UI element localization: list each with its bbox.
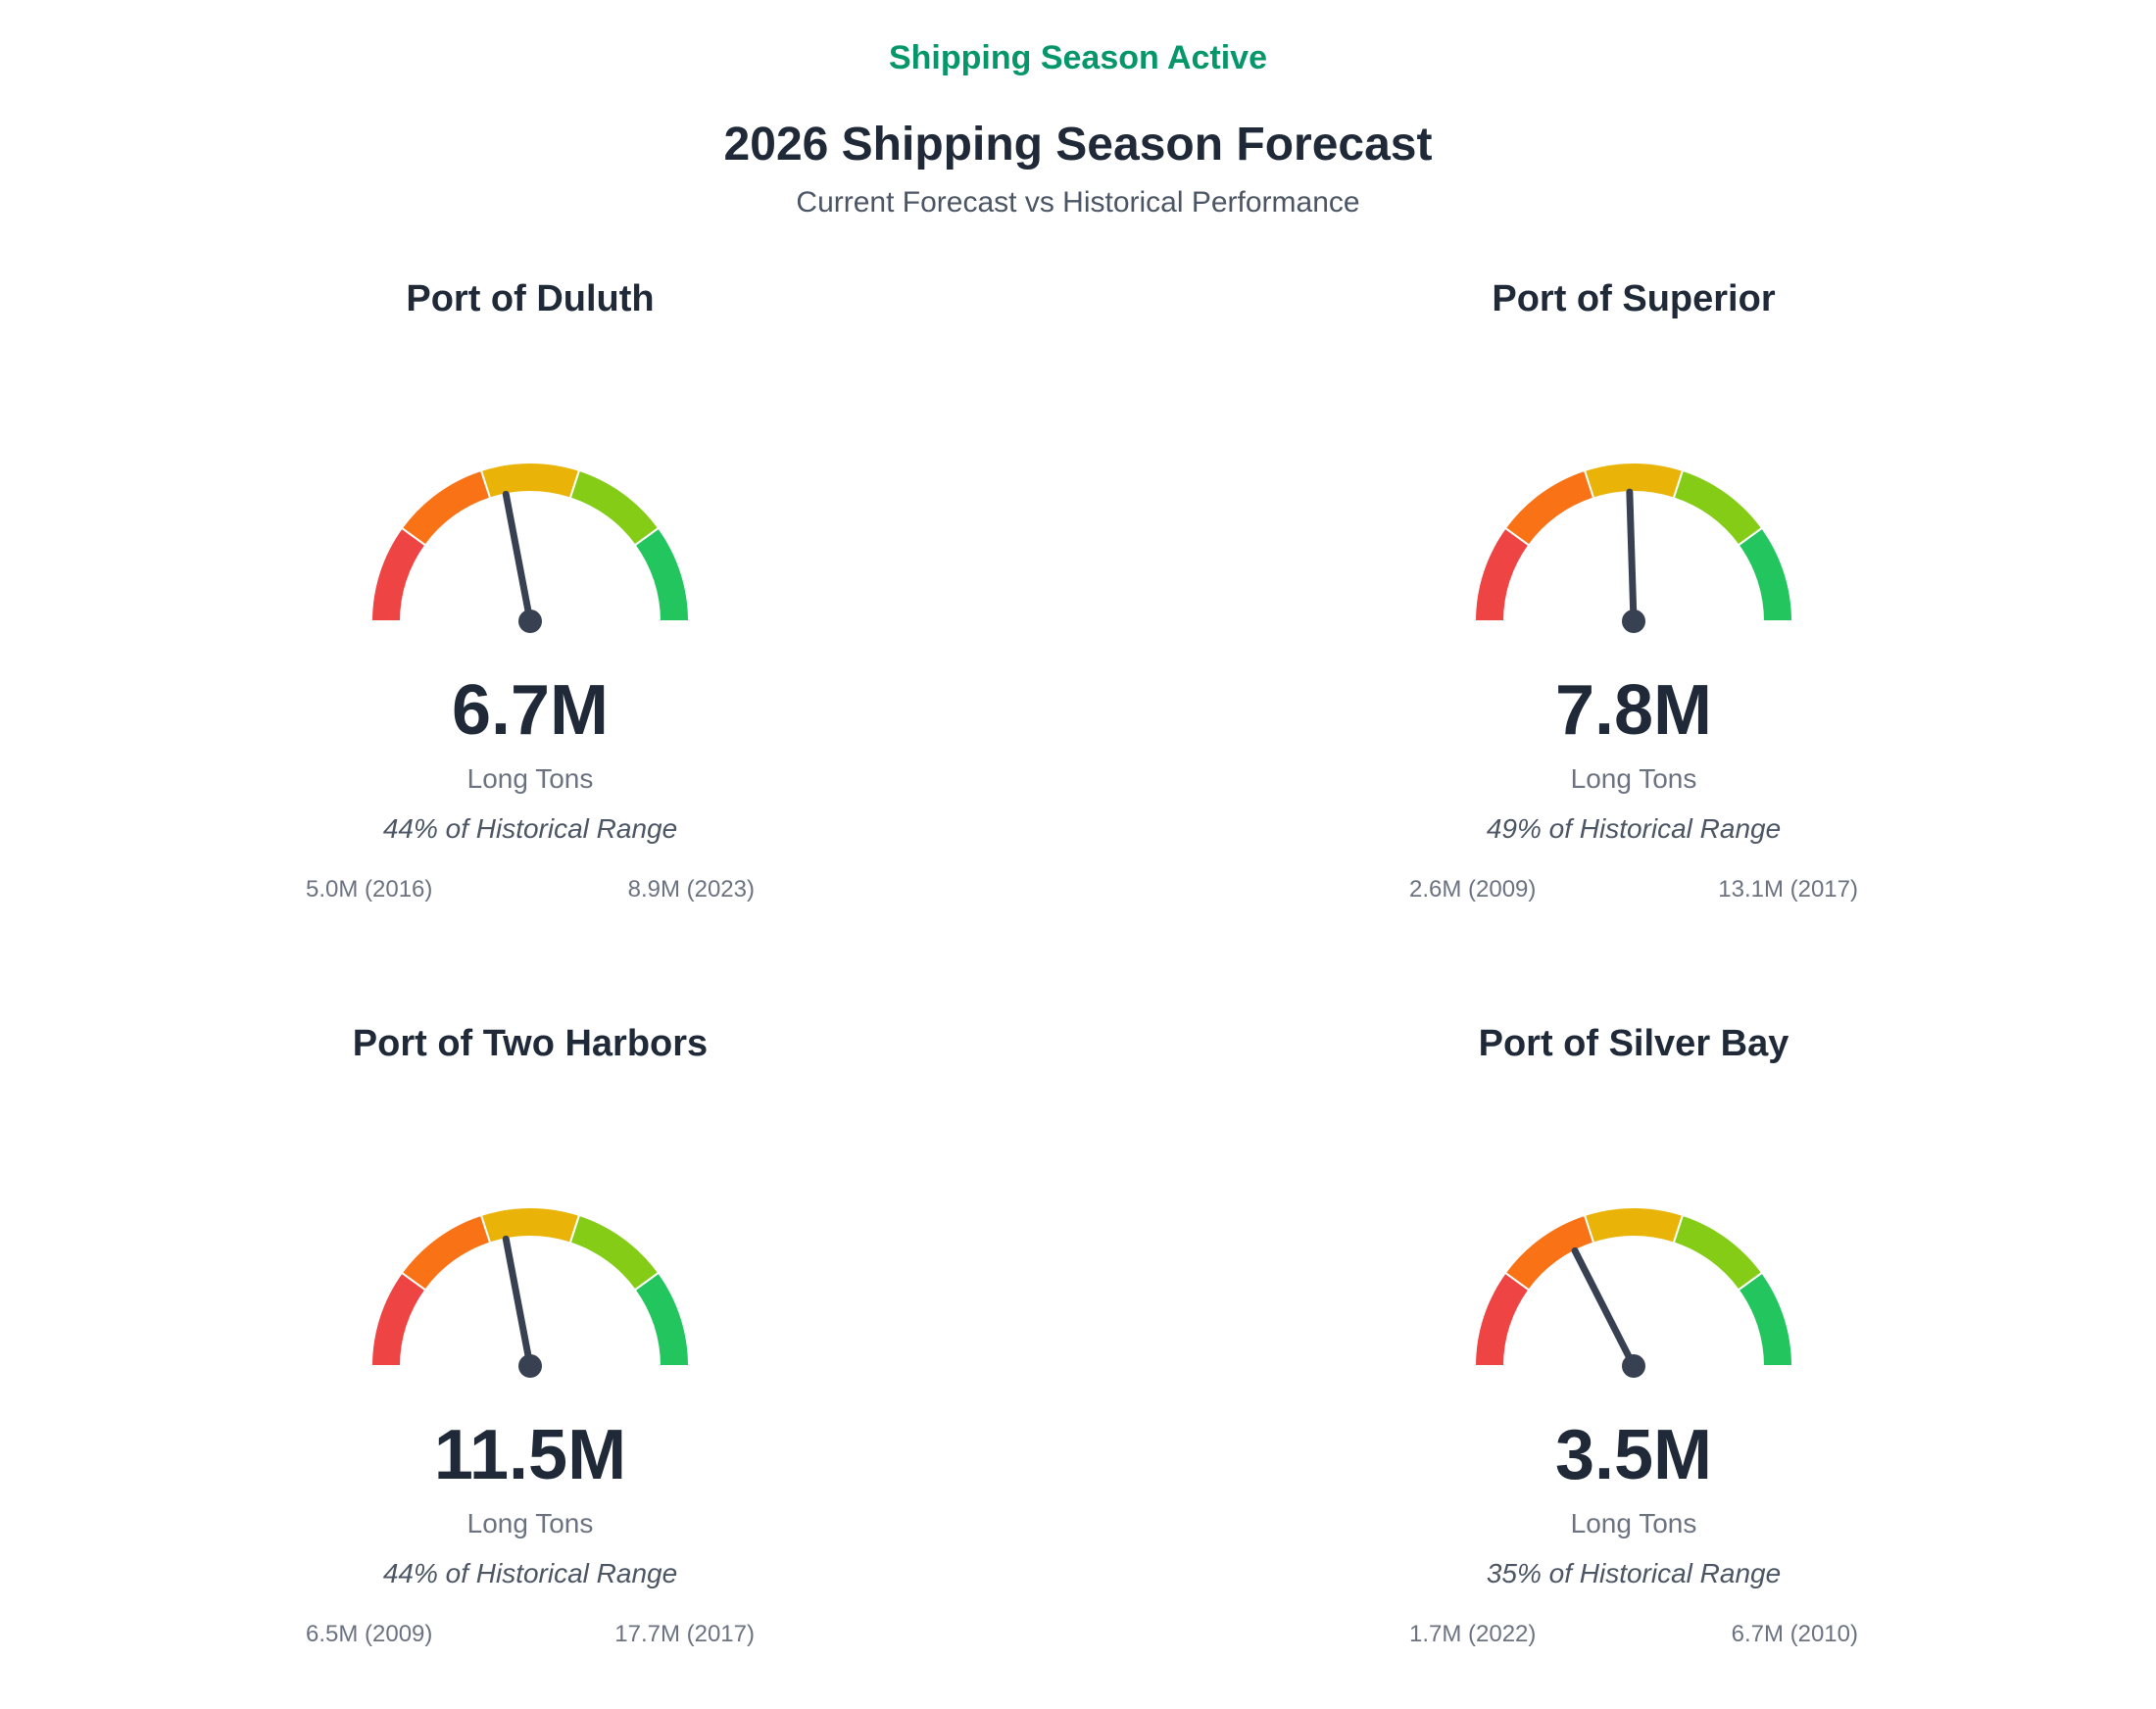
- gauge-zone-3: [1583, 1206, 1685, 1245]
- page-title: 2026 Shipping Season Forecast: [723, 119, 1433, 171]
- gauge-zone-4: [568, 468, 661, 547]
- gauge-unit: Long Tons: [1570, 763, 1697, 794]
- gauge-card-silver-bay: Port of Silver Bay 3.5M Long Tons 35% of…: [1340, 1023, 1928, 1709]
- gauge-zone-3: [479, 1206, 581, 1245]
- gauge-zone-5: [633, 1271, 691, 1367]
- gauge-percent-label: 44% of Historical Range: [382, 813, 678, 844]
- gauge-zone-1: [369, 1271, 427, 1367]
- gauge-chart: [369, 1206, 691, 1378]
- gauge-unit: Long Tons: [466, 763, 594, 794]
- gauge-zone-3: [479, 462, 581, 500]
- gauge-max-label: 8.9M (2023): [627, 876, 755, 903]
- gauge-value: 6.7M: [451, 671, 610, 750]
- gauge-title: Port of Duluth: [406, 278, 655, 319]
- gauge-max-label: 17.7M (2017): [614, 1621, 755, 1647]
- gauge-chart: [1473, 1206, 1794, 1378]
- gauge-card-duluth: Port of Duluth 6.7M Long Tons 44% of His…: [236, 278, 824, 964]
- gauge-max-label: 6.7M (2010): [1731, 1621, 1858, 1647]
- gauge-needle-hub: [1622, 1354, 1645, 1378]
- gauge-zone-4: [1672, 1213, 1764, 1292]
- gauge-zone-3: [1583, 462, 1685, 500]
- gauge-zone-5: [633, 526, 691, 622]
- gauge-percent-label: 35% of Historical Range: [1486, 1558, 1782, 1588]
- gauge-zone-4: [568, 1213, 661, 1292]
- gauge-zone-5: [1737, 1271, 1794, 1367]
- gauge-title: Port of Superior: [1492, 278, 1776, 319]
- gauge-value: 11.5M: [433, 1416, 627, 1494]
- gauge-zone-4: [1672, 468, 1764, 547]
- gauge-min-label: 1.7M (2022): [1409, 1621, 1537, 1647]
- gauge-min-label: 2.6M (2009): [1409, 876, 1537, 903]
- gauge-needle: [502, 1235, 534, 1370]
- gauge-zone-1: [1473, 1271, 1531, 1367]
- gauge-min-label: 5.0M (2016): [306, 876, 433, 903]
- gauge-needle: [502, 490, 534, 625]
- gauge-percent-label: 44% of Historical Range: [382, 1558, 678, 1588]
- gauge-unit: Long Tons: [1570, 1508, 1697, 1538]
- gauge-chart: [1473, 462, 1794, 633]
- gauge-title: Port of Two Harbors: [352, 1023, 709, 1064]
- gauge-value: 7.8M: [1554, 671, 1713, 750]
- gauge-title: Port of Silver Bay: [1478, 1023, 1789, 1064]
- gauge-min-label: 6.5M (2009): [306, 1621, 433, 1647]
- gauge-zone-1: [1473, 526, 1531, 622]
- gauge-needle-hub: [518, 610, 542, 633]
- gauge-zone-2: [1503, 468, 1595, 547]
- gauge-percent-label: 49% of Historical Range: [1486, 813, 1782, 844]
- gauge-zone-2: [400, 468, 492, 547]
- gauge-needle-hub: [518, 1354, 542, 1378]
- gauge-needle: [1571, 1246, 1638, 1370]
- gauge-zone-1: [369, 526, 427, 622]
- gauge-zone-2: [1503, 1213, 1595, 1292]
- gauge-chart: [369, 462, 691, 633]
- gauge-zone-5: [1737, 526, 1794, 622]
- gauge-needle: [1626, 488, 1638, 625]
- season-status: Shipping Season Active: [888, 39, 1268, 76]
- gauge-max-label: 13.1M (2017): [1718, 876, 1858, 903]
- gauge-needle-hub: [1622, 610, 1645, 633]
- gauge-zone-2: [400, 1213, 492, 1292]
- gauge-unit: Long Tons: [466, 1508, 594, 1538]
- gauge-value: 3.5M: [1554, 1416, 1713, 1494]
- page-subtitle: Current Forecast vs Historical Performan…: [796, 186, 1360, 219]
- gauge-card-superior: Port of Superior 7.8M Long Tons 49% of H…: [1340, 278, 1928, 964]
- gauge-card-two-harbors: Port of Two Harbors 11.5M Long Tons 44% …: [236, 1023, 824, 1709]
